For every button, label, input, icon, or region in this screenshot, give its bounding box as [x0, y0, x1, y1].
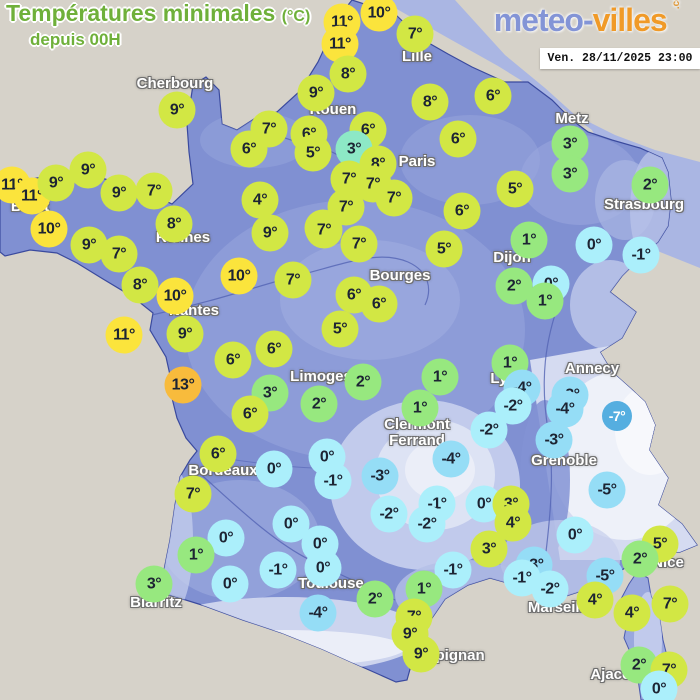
temp-bubble[interactable]: -2°: [470, 411, 508, 449]
temp-bubble[interactable]: -3°: [535, 421, 573, 459]
temp-bubble[interactable]: 5°: [294, 134, 332, 172]
temp-bubble[interactable]: 3°: [135, 565, 173, 603]
temp-bubble[interactable]: -4°: [299, 594, 337, 632]
temp-bubble[interactable]: 10°: [30, 210, 68, 248]
temp-bubble[interactable]: 2°: [495, 267, 533, 305]
temp-bubble[interactable]: 5°: [496, 170, 534, 208]
city-label-bourges: Bourges: [369, 267, 431, 284]
temp-bubble[interactable]: 4°: [576, 581, 614, 619]
temp-bubble[interactable]: 9°: [158, 91, 196, 129]
city-label-lille: Lille: [401, 48, 433, 65]
temp-bubble[interactable]: 8°: [155, 205, 193, 243]
temp-bubble[interactable]: 3°: [551, 155, 589, 193]
city-label-annecy: Annecy: [564, 360, 620, 377]
temp-bubble[interactable]: 0°: [304, 549, 342, 587]
temp-bubble[interactable]: 2°: [344, 363, 382, 401]
temp-bubble[interactable]: -4°: [546, 390, 584, 428]
temp-bubble[interactable]: 13°: [164, 366, 202, 404]
page-subtitle: depuis 00H: [30, 30, 121, 49]
temp-bubble[interactable]: 7°: [305, 211, 343, 249]
temp-bubble[interactable]: 1°: [510, 221, 548, 259]
temp-bubble[interactable]: 7°: [340, 225, 378, 263]
temp-bubble[interactable]: 6°: [474, 77, 512, 115]
temp-bubble[interactable]: 2°: [621, 540, 659, 578]
logo-part-blue: meteo-: [493, 2, 594, 38]
temp-bubble[interactable]: 7°: [274, 261, 312, 299]
temp-bubble[interactable]: -1°: [314, 462, 352, 500]
temp-bubble[interactable]: 6°: [199, 435, 237, 473]
temp-bubble[interactable]: 9°: [100, 174, 138, 212]
logo-suffix: .com: [671, 0, 682, 9]
temp-bubble[interactable]: 6°: [231, 395, 269, 433]
temp-bubble[interactable]: 2°: [631, 166, 669, 204]
title-unit: (°C): [281, 8, 311, 25]
temp-bubble[interactable]: 10°: [220, 257, 258, 295]
temp-bubble[interactable]: 2°: [356, 580, 394, 618]
temp-bubble[interactable]: -1°: [259, 551, 297, 589]
temp-bubble[interactable]: 5°: [321, 310, 359, 348]
temp-bubble[interactable]: 6°: [230, 130, 268, 168]
city-label-paris: Paris: [398, 153, 436, 170]
temp-bubble[interactable]: -2°: [531, 570, 569, 608]
temp-bubble[interactable]: -5°: [588, 471, 626, 509]
temp-bubble[interactable]: 0°: [575, 226, 613, 264]
temp-bubble[interactable]: 7°: [651, 585, 689, 623]
temp-bubble[interactable]: 9°: [166, 315, 204, 353]
temp-bubble[interactable]: 1°: [177, 536, 215, 574]
temp-bubble[interactable]: 6°: [255, 330, 293, 368]
temp-bubble[interactable]: 10°: [360, 0, 398, 32]
temp-bubble[interactable]: 0°: [207, 519, 245, 557]
temp-bubble[interactable]: 0°: [211, 565, 249, 603]
temp-bubble[interactable]: 9°: [402, 635, 440, 673]
temp-bubble[interactable]: 1°: [421, 358, 459, 396]
temp-bubble[interactable]: -2°: [370, 495, 408, 533]
temp-bubble[interactable]: 9°: [37, 164, 75, 202]
temp-bubble[interactable]: 5°: [425, 230, 463, 268]
neighbor-land: [365, 0, 700, 268]
temp-bubble[interactable]: 6°: [335, 276, 373, 314]
temp-bubble[interactable]: 1°: [526, 282, 564, 320]
city-label-strasbourg: Strasbourg: [603, 196, 685, 213]
logo-part-orange: villes: [592, 2, 668, 38]
temp-bubble[interactable]: -7°: [602, 401, 632, 431]
temp-bubble[interactable]: 4°: [241, 181, 279, 219]
temp-bubble[interactable]: 0°: [556, 516, 594, 554]
temp-bubble[interactable]: 0°: [640, 670, 678, 700]
temp-bubble[interactable]: 9°: [297, 74, 335, 112]
temp-bubble[interactable]: 1°: [401, 389, 439, 427]
page-title: Températures minimales (°C): [6, 0, 310, 30]
temp-bubble[interactable]: 10°: [156, 277, 194, 315]
temp-bubble[interactable]: 3°: [470, 530, 508, 568]
city-label-metz: Metz: [555, 110, 589, 127]
temp-bubble[interactable]: 4°: [613, 594, 651, 632]
temp-bubble[interactable]: 7°: [100, 235, 138, 273]
title-text: Températures minimales: [6, 0, 276, 26]
temp-bubble[interactable]: -3°: [361, 457, 399, 495]
temp-bubble[interactable]: -1°: [622, 236, 660, 274]
temp-bubble[interactable]: 7°: [396, 15, 434, 53]
temp-bubble[interactable]: -2°: [408, 505, 446, 543]
temp-bubble[interactable]: 7°: [174, 475, 212, 513]
temp-bubble[interactable]: 6°: [360, 285, 398, 323]
city-label-limoges: Limoges: [290, 368, 352, 385]
meteo-villes-logo[interactable]: meteo-villes.com: [493, 0, 690, 39]
temp-bubble[interactable]: 6°: [443, 192, 481, 230]
temp-bubble[interactable]: 7°: [135, 172, 173, 210]
temp-bubble[interactable]: 8°: [329, 55, 367, 93]
temp-bubble[interactable]: 8°: [411, 83, 449, 121]
temp-bubble[interactable]: 6°: [214, 341, 252, 379]
temp-bubble[interactable]: 2°: [300, 385, 338, 423]
temp-bubble[interactable]: 8°: [121, 266, 159, 304]
city-label-cherbourg: Cherbourg: [136, 75, 214, 92]
temp-bubble[interactable]: 6°: [439, 120, 477, 158]
title-block: Températures minimales (°C) depuis 00H: [6, 0, 310, 50]
temp-bubble[interactable]: -4°: [432, 440, 470, 478]
date-time-stamp: Ven. 28/11/2025 23:00: [540, 48, 700, 69]
temp-bubble[interactable]: 9°: [251, 214, 289, 252]
temp-bubble[interactable]: 11°: [105, 316, 143, 354]
temp-bubble[interactable]: 7°: [375, 179, 413, 217]
temp-bubble[interactable]: 9°: [69, 151, 107, 189]
temp-bubble[interactable]: 0°: [255, 450, 293, 488]
